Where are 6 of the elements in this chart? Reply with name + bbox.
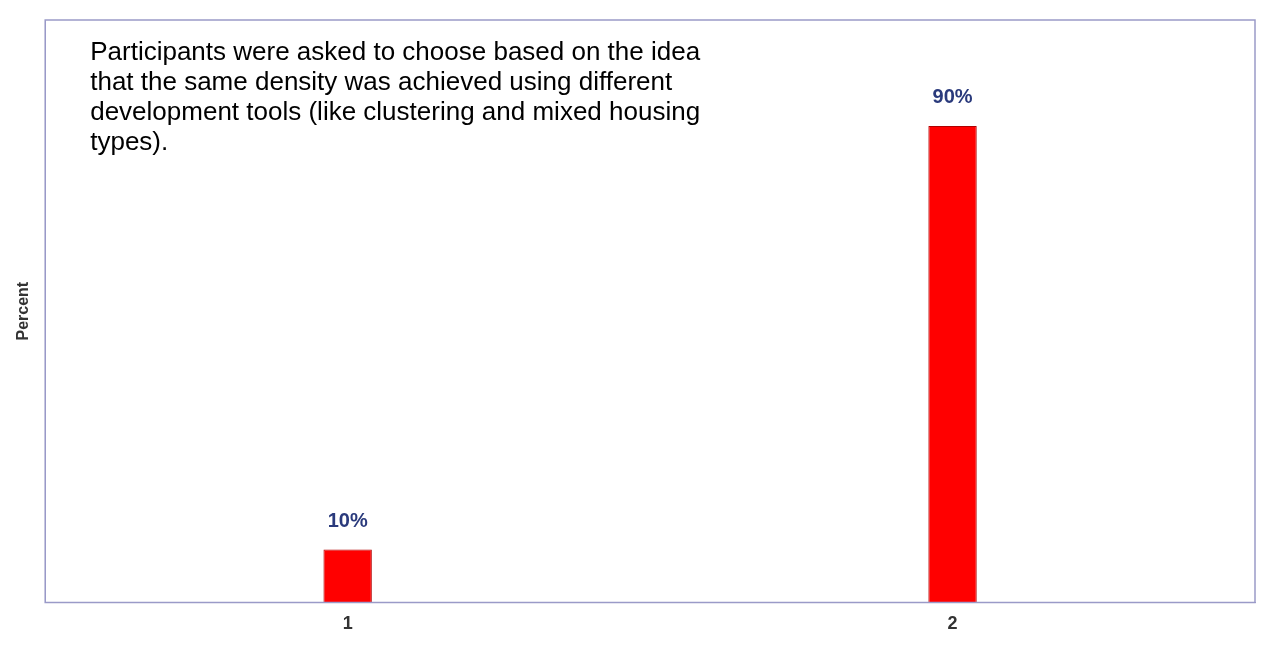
- x-tick-label: 2: [947, 613, 958, 634]
- y-axis-title: Percent: [14, 281, 32, 341]
- annotation: Participants were asked to choose based on the idea that the same density was achieved using different development tools (like clustering and mixed housing types).: [90, 36, 701, 157]
- x-tick-label: 1: [342, 613, 353, 634]
- data-label: 10%: [327, 508, 368, 531]
- data-label: 90%: [932, 85, 973, 108]
